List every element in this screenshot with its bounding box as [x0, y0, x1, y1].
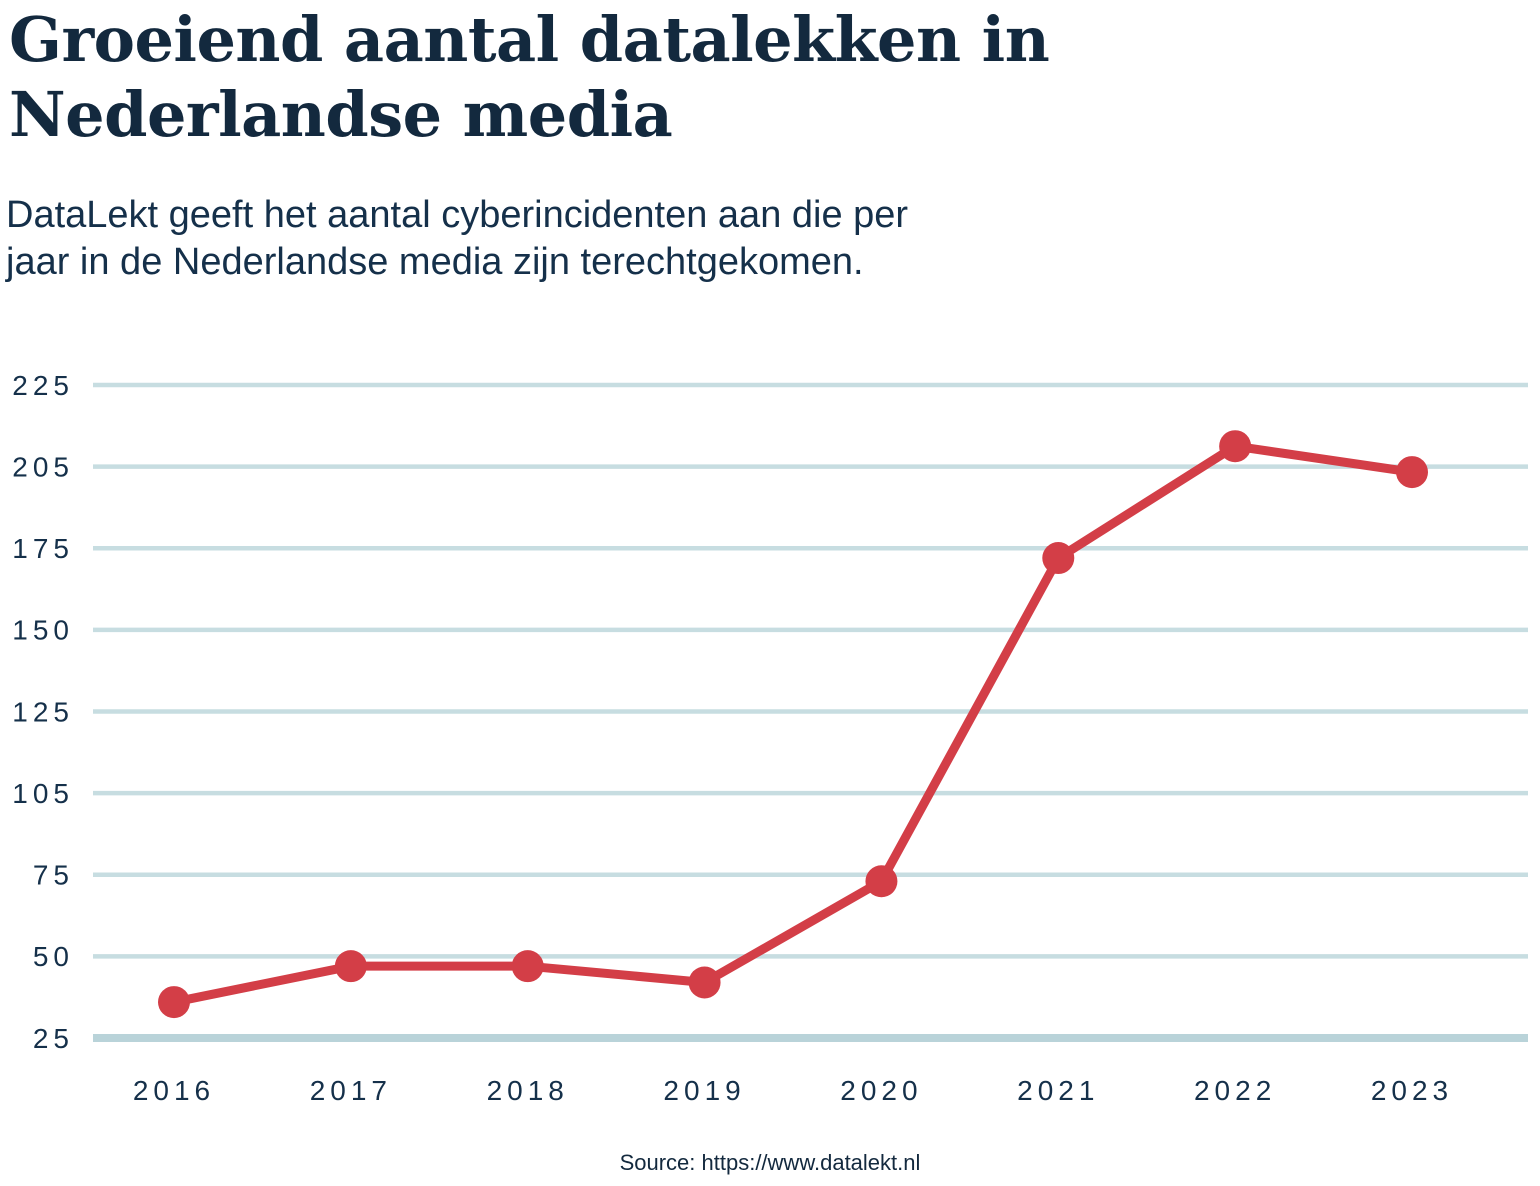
data-point-2016 [158, 986, 190, 1019]
chart-title-line1: Groeiend aantal datalekken in [9, 3, 1050, 76]
x-tick-label-2023: 2023 [1371, 1075, 1453, 1106]
chart-subtitle: DataLekt geeft het aantal cyberincidente… [6, 192, 908, 286]
chart-subtitle-line2: jaar in de Nederlandse media zijn terech… [6, 241, 864, 283]
data-point-2019 [688, 966, 721, 999]
data-point-2021 [1042, 542, 1075, 575]
data-line-aantal-datalekken-in-nederlandse-media-per-jaar [169, 441, 1417, 1007]
y-tick-label-205: 205 [12, 451, 74, 482]
data-point-2022 [1219, 430, 1252, 463]
x-tick-label-2017: 2017 [310, 1075, 392, 1106]
chart-subtitle-line1: DataLekt geeft het aantal cyberincidente… [6, 194, 909, 236]
x-tick-label-2016: 2016 [133, 1075, 215, 1106]
data-point-2018 [511, 950, 544, 983]
y-tick-label-25: 25 [33, 1023, 74, 1054]
data-point-2020 [865, 865, 898, 898]
y-tick-label-125: 125 [12, 696, 74, 727]
y-tick-label-150: 150 [12, 615, 74, 646]
y-tick-label-75: 75 [33, 860, 74, 891]
x-tick-label-2021: 2021 [1017, 1075, 1099, 1106]
x-tick-label-2018: 2018 [487, 1075, 569, 1106]
source-text: Source: https://www.datalekt.nl [619, 1150, 921, 1175]
y-tick-label-50: 50 [33, 941, 74, 972]
y-tick-label-225: 225 [12, 370, 74, 401]
chart-title: Groeiend aantal datalekken in Nederlands… [9, 2, 1050, 152]
x-tick-label-2020: 2020 [840, 1075, 922, 1106]
data-point-2023 [1396, 456, 1428, 489]
x-tick-label-2022: 2022 [1194, 1075, 1276, 1106]
chart-title-line2: Nederlandse media [9, 78, 673, 151]
x-tick-label-2019: 2019 [663, 1075, 745, 1106]
y-tick-label-175: 175 [12, 533, 74, 564]
data-point-2017 [334, 950, 367, 983]
y-tick-label-105: 105 [12, 778, 74, 809]
